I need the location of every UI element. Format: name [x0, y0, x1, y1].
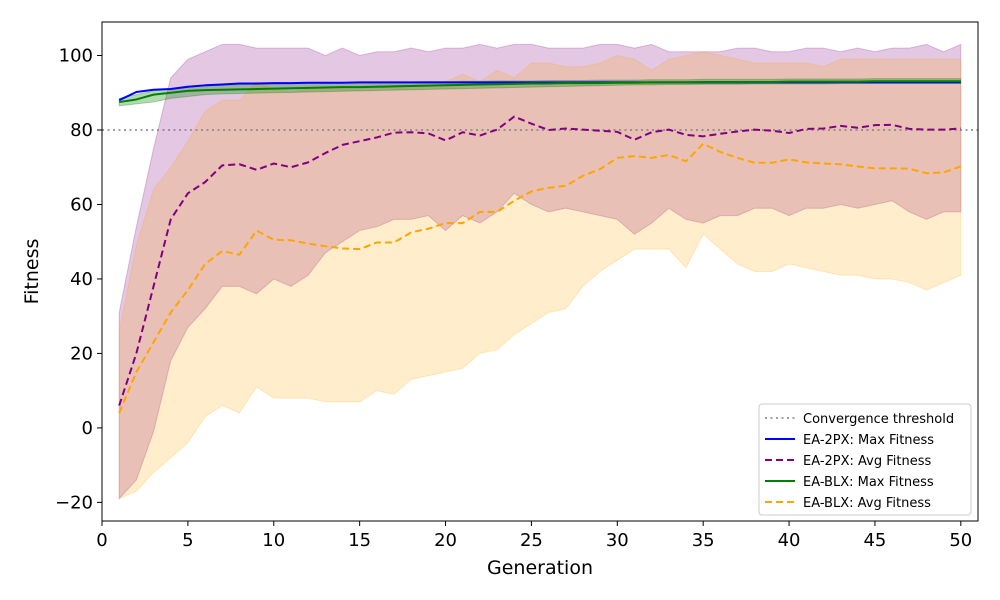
- legend: Convergence threshold EA-2PX: Max Fitness…: [758, 403, 972, 516]
- x-tick-label: 30: [606, 530, 629, 551]
- x-tick-label: 0: [96, 530, 107, 551]
- x-tick-label: 50: [949, 530, 972, 551]
- y-tick-label: 0: [82, 418, 93, 439]
- series-lines: [118, 80, 962, 414]
- legend-label-convergence-threshold: Convergence threshold: [803, 412, 954, 427]
- x-tick-label: 5: [182, 530, 193, 551]
- legend-label-ea-2px-avg-fitness: EA-2PX: Avg Fitness: [803, 454, 932, 469]
- y-tick-label: −20: [55, 492, 93, 513]
- x-tick-label: 45: [863, 530, 886, 551]
- y-axis: −20 0 20 40 60 80 100: [55, 46, 102, 513]
- y-tick-label: 100: [59, 46, 93, 67]
- band-ea-2px-avg-fitness: [118, 43, 962, 500]
- x-tick-label: 10: [262, 530, 285, 551]
- series-line-ea-2px-avg-fitness: [118, 115, 961, 406]
- plot-frame: [101, 21, 979, 522]
- legend-box: [758, 403, 972, 516]
- series-line-ea-blx-avg-fitness: [118, 142, 962, 414]
- legend-label-ea-blx-avg-fitness: EA-BLX: Avg Fitness: [803, 496, 931, 511]
- x-tick-label: 35: [692, 530, 715, 551]
- series-line-ea-blx-max-fitness: [119, 80, 961, 104]
- x-tick-label: 15: [348, 530, 371, 551]
- x-tick-label: 25: [520, 530, 543, 551]
- y-tick-label: 40: [70, 269, 93, 290]
- y-axis-label: Fitness: [21, 239, 43, 305]
- x-tick-label: 20: [434, 530, 457, 551]
- y-tick-label: 80: [70, 120, 93, 141]
- legend-label-ea-2px-max-fitness: EA-2PX: Max Fitness: [803, 433, 934, 448]
- x-axis-label: Generation: [487, 557, 593, 579]
- x-axis: 0 5 10 15 20 25 30 35 40 45 50: [96, 521, 972, 551]
- x-tick-label: 40: [778, 530, 801, 551]
- legend-label-ea-blx-max-fitness: EA-BLX: Max Fitness: [803, 475, 934, 490]
- y-tick-label: 60: [70, 194, 93, 215]
- y-tick-label: 20: [70, 343, 93, 364]
